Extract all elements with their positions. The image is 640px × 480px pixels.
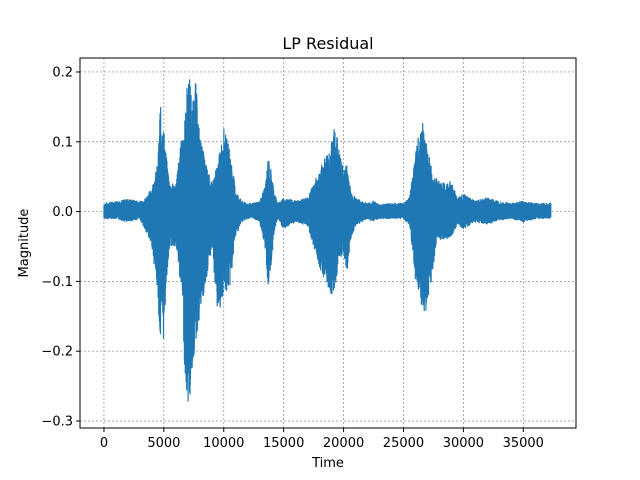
x-tick-label: 35000 — [503, 436, 544, 451]
axes-frame — [79, 57, 577, 429]
y-axis-label: Magnitude — [17, 209, 32, 278]
x-tick-label: 20000 — [323, 436, 364, 451]
x-axis-ticks: 0 5000 10000 15000 20000 25000 30000 35000 — [100, 428, 544, 451]
y-tick-label: −0.3 — [41, 415, 73, 430]
y-tick-label: 0.0 — [52, 205, 73, 220]
residual-line — [103, 79, 552, 402]
y-tick-label: −0.1 — [41, 275, 73, 290]
y-axis-ticks: 0.2 0.1 0.0 −0.1 −0.2 −0.3 — [41, 65, 80, 430]
chart-title: LP Residual — [282, 34, 373, 53]
plot-area — [103, 79, 552, 402]
x-tick-label: 0 — [100, 436, 108, 451]
y-tick-label: 0.1 — [52, 135, 73, 150]
x-axis-label: Time — [311, 456, 344, 471]
x-tick-label: 5000 — [147, 436, 180, 451]
residual-series — [103, 79, 552, 402]
y-tick-label: 0.2 — [52, 65, 73, 80]
x-tick-label: 10000 — [203, 436, 244, 451]
x-tick-label: 30000 — [443, 436, 484, 451]
x-tick-label: 25000 — [383, 436, 424, 451]
y-tick-label: −0.2 — [41, 345, 73, 360]
x-tick-label: 15000 — [263, 436, 304, 451]
